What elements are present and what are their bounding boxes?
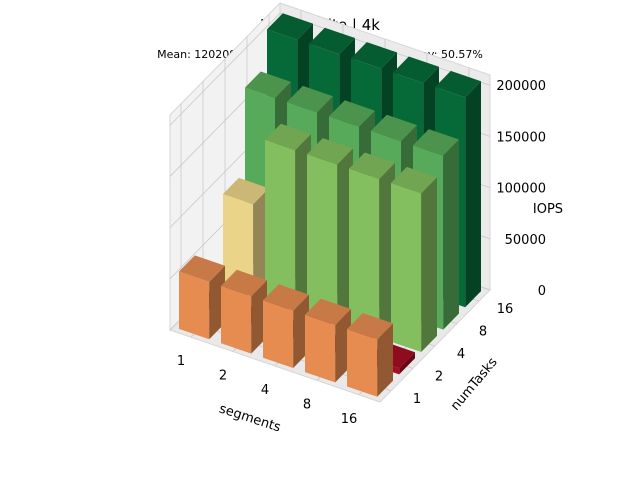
bar	[265, 123, 311, 309]
bar-front-face	[349, 168, 380, 338]
y-tick-label: 8	[479, 325, 487, 340]
y-tick-label: 2	[435, 369, 443, 384]
y-tick-label: 4	[457, 347, 465, 362]
bar-top-face	[307, 138, 353, 165]
bar	[263, 284, 309, 368]
bar-front-face	[307, 154, 338, 324]
bar-top-face	[371, 114, 417, 142]
bar-top-face	[179, 255, 225, 282]
bar-top-face	[435, 70, 481, 98]
bar	[179, 255, 225, 340]
bar-top-face	[393, 56, 439, 83]
bar	[391, 166, 437, 352]
bar-top-face	[413, 129, 459, 156]
bar-top-face	[349, 152, 395, 179]
x-tick-label: 1	[177, 354, 185, 369]
bar-top-face	[287, 85, 333, 113]
bar-front-face	[347, 329, 378, 397]
bar-front-face	[263, 300, 294, 368]
z-tick-label: 0	[538, 284, 546, 299]
bar-top-face	[329, 100, 375, 127]
bar-side-face	[465, 81, 481, 308]
x-tick-label: 4	[261, 383, 269, 398]
bar-top-face	[221, 269, 267, 297]
z-tick-label: 200000	[496, 79, 546, 94]
bar-front-face	[391, 183, 422, 352]
z-tick-label: 100000	[496, 182, 546, 197]
y-tick-label: 16	[497, 302, 514, 317]
x-tick-label: 2	[219, 369, 227, 384]
bar-front-face	[265, 139, 296, 309]
bar-top-face	[309, 27, 355, 55]
bar-top-face	[265, 123, 311, 151]
z-tick-label: 50000	[505, 233, 546, 248]
bar-front-face	[179, 271, 210, 340]
bar-front-face	[221, 285, 252, 354]
bar-side-face	[399, 352, 415, 375]
bar-top-face	[351, 42, 397, 69]
bar	[347, 313, 393, 397]
bar-side-face	[421, 177, 437, 352]
bar-front-face	[305, 314, 336, 383]
z-tick-label: 150000	[496, 130, 546, 145]
bar	[307, 138, 353, 324]
bar-top-face	[391, 166, 437, 194]
x-tick-label: 16	[341, 412, 358, 427]
bars	[179, 13, 481, 397]
bar-top-face	[223, 177, 269, 205]
bar-side-face	[443, 139, 459, 330]
bar-top-face	[347, 313, 393, 340]
bar	[305, 298, 351, 383]
z-axis-label: IOPS	[533, 202, 563, 217]
bar-top-face	[245, 71, 291, 98]
x-tick-label: 8	[303, 397, 311, 412]
grid-line-z	[169, 12, 281, 126]
bar-top-face	[305, 298, 351, 326]
bar-front-face	[223, 194, 254, 295]
bar-top-face	[267, 13, 313, 40]
bar	[221, 269, 267, 354]
bar-top-face	[263, 284, 309, 311]
bar-side-face	[377, 323, 393, 397]
bar	[349, 152, 395, 338]
y-tick-label: 1	[413, 392, 421, 407]
